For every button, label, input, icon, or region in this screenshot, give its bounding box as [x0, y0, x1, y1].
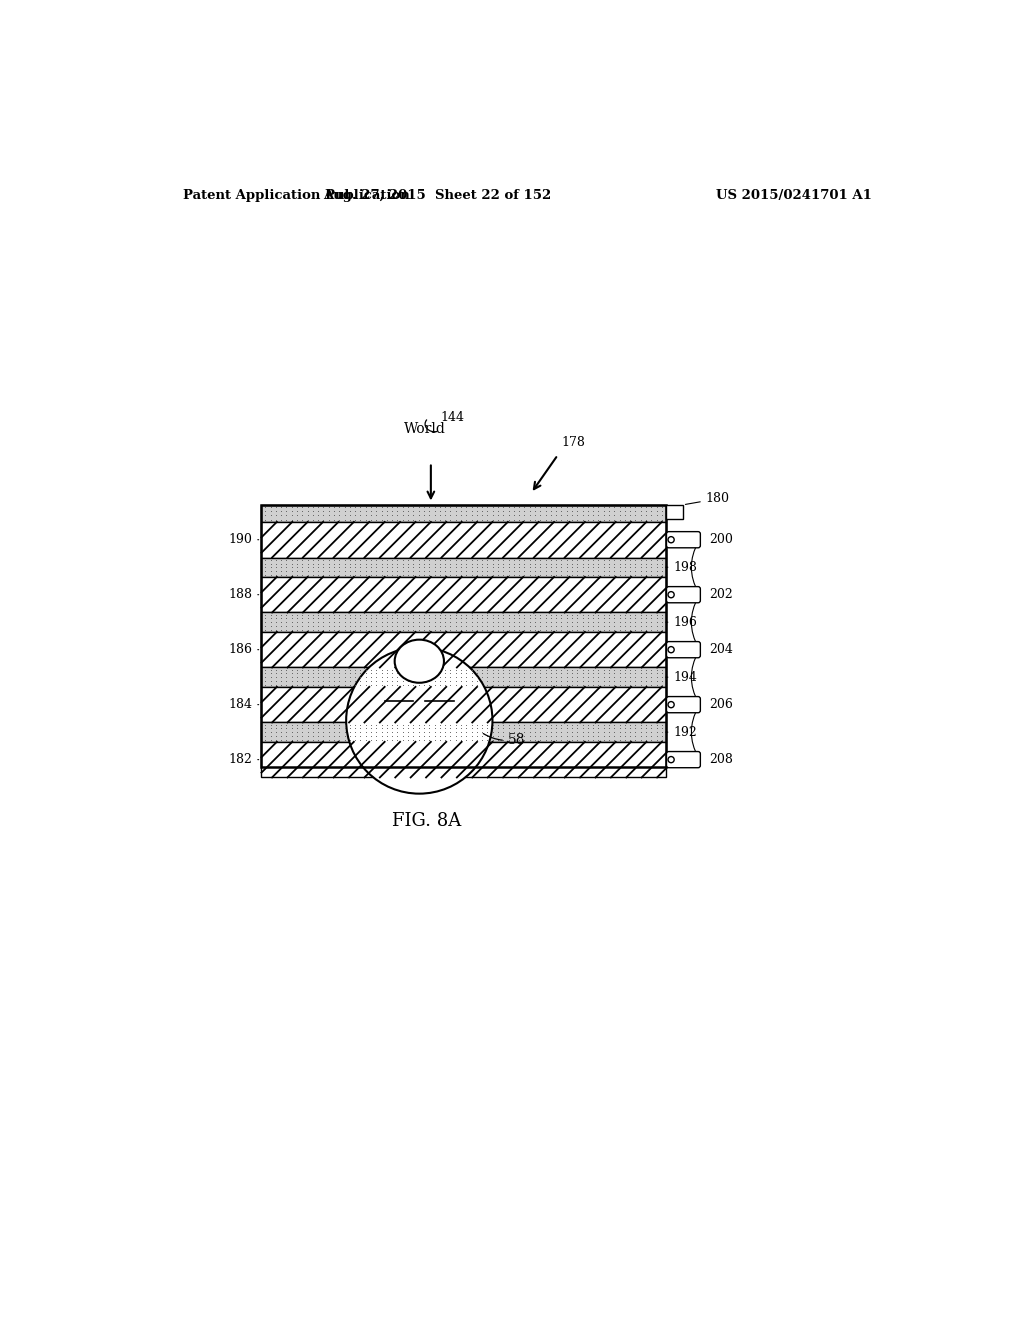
Bar	[261, 506, 666, 767]
Text: 206: 206	[710, 698, 733, 711]
Circle shape	[668, 537, 674, 543]
Text: 184: 184	[228, 698, 259, 711]
Circle shape	[346, 647, 493, 793]
Text: 190: 190	[228, 533, 259, 546]
Text: 186: 186	[228, 643, 259, 656]
Bar	[261, 668, 666, 686]
Text: 182: 182	[228, 754, 259, 766]
Text: 200: 200	[710, 533, 733, 546]
Bar	[261, 557, 666, 577]
Text: 202: 202	[710, 589, 733, 601]
Text: 204: 204	[710, 643, 733, 656]
FancyBboxPatch shape	[667, 697, 700, 713]
Text: 194: 194	[666, 671, 697, 684]
Text: 58: 58	[483, 733, 525, 747]
Text: World: World	[403, 421, 445, 436]
Bar	[261, 577, 666, 612]
Text: US 2015/0241701 A1: US 2015/0241701 A1	[716, 189, 871, 202]
Bar	[261, 686, 666, 722]
Circle shape	[668, 591, 674, 598]
Bar	[261, 506, 666, 521]
Text: 192: 192	[666, 726, 697, 739]
Bar	[261, 521, 666, 557]
Bar	[261, 612, 666, 632]
Text: 180: 180	[685, 492, 730, 506]
Text: 178: 178	[562, 437, 586, 449]
FancyBboxPatch shape	[667, 532, 700, 548]
Bar	[261, 742, 666, 777]
FancyBboxPatch shape	[667, 586, 700, 603]
Bar	[666, 504, 683, 519]
Text: 208: 208	[710, 754, 733, 766]
Bar	[261, 632, 666, 668]
FancyBboxPatch shape	[667, 751, 700, 768]
FancyBboxPatch shape	[667, 642, 700, 657]
Text: Aug. 27, 2015  Sheet 22 of 152: Aug. 27, 2015 Sheet 22 of 152	[323, 189, 551, 202]
Circle shape	[668, 756, 674, 763]
Circle shape	[668, 647, 674, 653]
Circle shape	[668, 701, 674, 708]
Text: FIG. 8A: FIG. 8A	[392, 812, 462, 829]
Text: 196: 196	[666, 615, 697, 628]
Bar	[261, 722, 666, 742]
Ellipse shape	[394, 640, 444, 682]
Text: 198: 198	[666, 561, 697, 574]
Text: Patent Application Publication: Patent Application Publication	[183, 189, 410, 202]
Text: 188: 188	[228, 589, 259, 601]
Text: 144: 144	[440, 411, 464, 424]
